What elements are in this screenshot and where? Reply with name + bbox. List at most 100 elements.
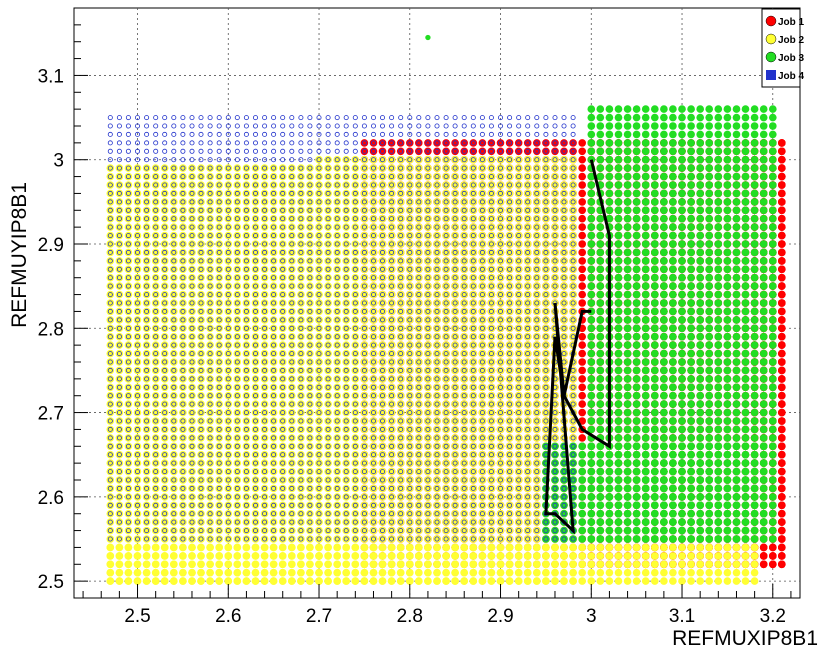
data-point [269, 316, 278, 324]
data-point [160, 316, 169, 324]
data-point [133, 493, 142, 501]
data-point [215, 434, 224, 442]
data-point [251, 366, 260, 375]
data-point [260, 257, 269, 265]
data-point [287, 408, 296, 417]
data-point [133, 206, 142, 215]
data-point [197, 164, 205, 172]
data-point [124, 206, 133, 215]
data-point [169, 290, 178, 299]
data-point [233, 206, 242, 215]
data-point [206, 484, 214, 493]
data-point [215, 484, 224, 493]
data-point [306, 450, 314, 459]
data-point [278, 257, 287, 265]
data-point [759, 560, 768, 569]
data-point [233, 332, 242, 341]
data-point [188, 248, 196, 257]
data-point [160, 341, 169, 349]
data-point [106, 164, 115, 172]
data-point [315, 307, 323, 316]
data-point [160, 484, 169, 493]
data-point [133, 223, 142, 231]
data-point [160, 198, 169, 206]
data-point [260, 484, 269, 493]
data-point [315, 425, 323, 434]
data-point [233, 214, 242, 223]
data-point [179, 476, 187, 484]
data-point [578, 248, 587, 257]
data-point [142, 164, 151, 172]
data-point [233, 526, 242, 535]
data-point [224, 307, 233, 316]
data-point [768, 560, 777, 569]
data-point [179, 223, 187, 231]
data-point [197, 332, 205, 341]
data-point [278, 509, 287, 518]
data-point [251, 375, 260, 383]
data-point [242, 240, 251, 248]
data-point [297, 332, 305, 341]
data-point [487, 147, 496, 156]
data-point [151, 425, 160, 434]
data-point [215, 324, 224, 333]
data-point [188, 467, 196, 476]
data-point [578, 299, 587, 307]
data-point [160, 408, 169, 417]
data-point [133, 434, 142, 442]
data-point [106, 526, 115, 535]
data-point [242, 493, 251, 501]
data-point [133, 332, 142, 341]
data-point [142, 257, 151, 265]
data-point [188, 316, 196, 324]
data-point [777, 155, 786, 164]
data-point [142, 450, 151, 459]
data-point [169, 467, 178, 476]
data-point [297, 442, 305, 451]
data-point [297, 518, 305, 526]
data-point [315, 164, 323, 172]
data-point [578, 231, 587, 240]
data-point [424, 147, 432, 156]
data-point [224, 257, 233, 265]
data-point [260, 467, 269, 476]
data-point [251, 223, 260, 231]
data-point [777, 273, 786, 282]
data-point [287, 307, 296, 316]
data-point [179, 198, 187, 206]
data-point [224, 282, 233, 290]
data-point [242, 391, 251, 400]
data-point [269, 206, 278, 215]
data-point [233, 257, 242, 265]
data-point [124, 290, 133, 299]
data-point [278, 299, 287, 307]
data-point [206, 181, 214, 189]
data-point [269, 265, 278, 274]
data-point [287, 417, 296, 425]
data-point [106, 509, 115, 518]
data-point [179, 206, 187, 215]
data-point [777, 332, 786, 341]
data-point [124, 391, 133, 400]
data-point [278, 434, 287, 442]
data-point [777, 434, 786, 442]
data-point [115, 434, 124, 442]
data-point [287, 172, 296, 181]
data-point [197, 366, 205, 375]
data-point [578, 290, 587, 299]
data-point [206, 434, 214, 442]
data-point [151, 476, 160, 484]
data-point [287, 332, 296, 341]
data-point [106, 231, 115, 240]
data-point [306, 265, 314, 274]
data-point [115, 164, 124, 172]
data-point [215, 509, 224, 518]
data-point [260, 214, 269, 223]
data-point [115, 518, 124, 526]
data-point [297, 257, 305, 265]
data-point [160, 400, 169, 408]
data-point [287, 383, 296, 392]
data-point [378, 139, 387, 147]
data-point [106, 332, 115, 341]
data-point [306, 198, 314, 206]
